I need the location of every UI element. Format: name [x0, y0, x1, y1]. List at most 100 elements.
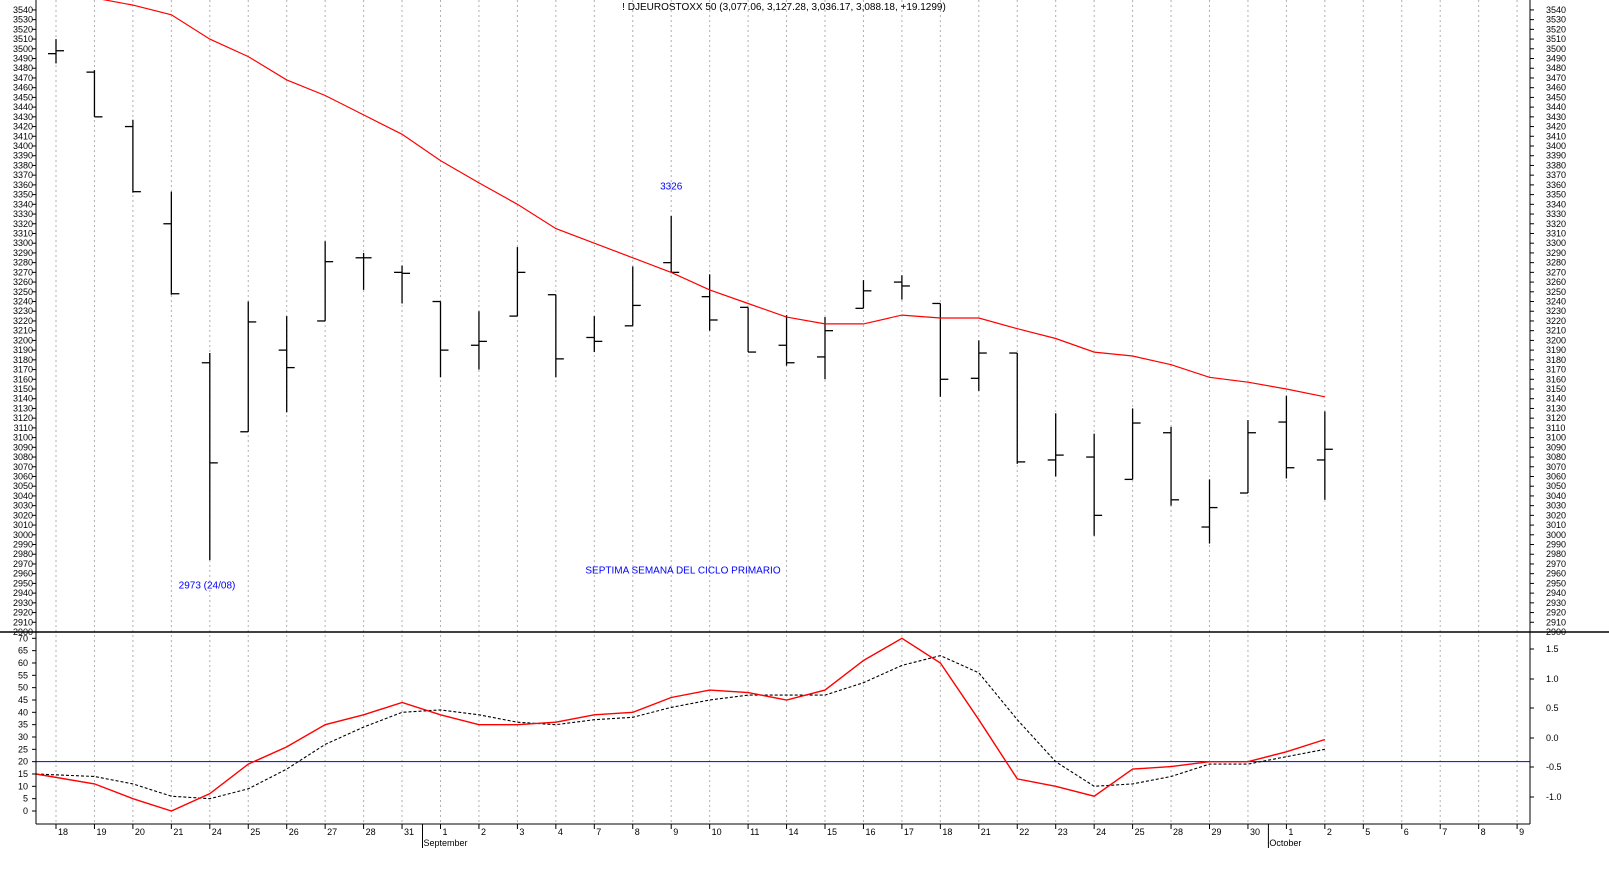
price-tick-label: 3330 [1546, 209, 1566, 219]
price-tick-label: 3490 [13, 54, 33, 64]
date-tick-label: 28 [366, 827, 376, 837]
chart-annotations: 3326 2973 (24/08) SEPTIMA SEMANA DEL CICLO… [179, 182, 781, 592]
date-tick-label: 25 [1135, 827, 1145, 837]
ohlc-bar [586, 316, 603, 353]
price-tick-label: 3010 [13, 520, 33, 530]
price-tick-label: 3360 [13, 180, 33, 190]
price-tick-label: 2960 [13, 569, 33, 579]
price-tick-label: 3210 [1546, 326, 1566, 336]
ohlc-bar [317, 241, 334, 322]
price-tick-label: 3400 [13, 141, 33, 151]
ohlc-bar [855, 280, 872, 309]
price-tick-label: 3320 [1546, 219, 1566, 229]
date-tick-label: 8 [635, 827, 640, 837]
price-tick-label: 3540 [1546, 5, 1566, 15]
price-tick-label: 3360 [1546, 180, 1566, 190]
price-tick-label: 3370 [13, 170, 33, 180]
price-tick-label: 3090 [1546, 442, 1566, 452]
date-tick-label: 9 [1519, 827, 1524, 837]
date-tick-label: 4 [558, 827, 563, 837]
price-tick-label: 2970 [1546, 559, 1566, 569]
price-tick-label: 3390 [1546, 151, 1566, 161]
price-tick-label: 2910 [13, 617, 33, 627]
price-tick-label: 3280 [1546, 258, 1566, 268]
ohlc-bar [701, 274, 718, 331]
ohlc-bar [970, 340, 987, 391]
price-tick-label: 3460 [13, 83, 33, 93]
price-tick-label: 3130 [1546, 403, 1566, 413]
price-tick-label: 3480 [13, 63, 33, 73]
oscillator-axis-left: 0 5 10 15 20 25 30 35 40 45 50 55 60 65 70 [18, 633, 36, 816]
annotation-label: SEPTIMA SEMANA DEL CICLO PRIMARIO [585, 566, 780, 577]
price-tick-label: 3340 [13, 199, 33, 209]
date-tick-label: 17 [904, 827, 914, 837]
ohlc-bar [355, 252, 372, 290]
price-tick-label: 2950 [1546, 578, 1566, 588]
price-tick-label: 2950 [13, 578, 33, 588]
date-tick-label: 29 [1212, 827, 1222, 837]
price-tick-label: 3230 [13, 306, 33, 316]
price-tick-label: 3350 [1546, 190, 1566, 200]
date-tick-label: 7 [1442, 827, 1447, 837]
price-tick-label: 3020 [13, 510, 33, 520]
oscillator-tick-label: 5 [23, 794, 28, 804]
ohlc-bar [932, 302, 949, 397]
date-tick-label: 15 [827, 827, 837, 837]
price-tick-label: 3240 [13, 297, 33, 307]
price-tick-label: 2930 [13, 598, 33, 608]
price-tick-label: 3470 [1546, 73, 1566, 83]
oscillator-tick-label: 35 [18, 720, 28, 730]
price-tick-label: 2970 [13, 559, 33, 569]
oscillator-tick-label: 25 [18, 744, 28, 754]
price-tick-label: 3480 [1546, 63, 1566, 73]
ohlc-bar [240, 301, 257, 433]
price-tick-label: 2910 [1546, 617, 1566, 627]
price-tick-label: 3060 [1546, 471, 1566, 481]
oscillator-tick-label: 30 [18, 732, 28, 742]
price-tick-label: 3170 [1546, 365, 1566, 375]
price-tick-label: 3160 [13, 374, 33, 384]
oscillator-tick-label: 1.0 [1546, 674, 1559, 684]
price-tick-label: 2920 [13, 608, 33, 618]
vertical-gridlines [55, 0, 1518, 824]
price-tick-label: 3110 [14, 423, 33, 433]
price-tick-label: 3080 [1546, 452, 1566, 462]
price-tick-label: 3150 [13, 384, 33, 394]
date-tick-label: 31 [404, 827, 414, 837]
date-tick-label: 16 [865, 827, 875, 837]
price-tick-label: 3300 [1546, 238, 1566, 248]
price-tick-label: 3030 [13, 501, 33, 511]
price-tick-label: 3420 [1546, 122, 1566, 132]
ohlc-bar [1086, 433, 1103, 536]
price-tick-label: 3100 [1546, 433, 1566, 443]
ohlc-bar [624, 266, 641, 327]
oscillator-tick-label: -0.5 [1546, 762, 1562, 772]
price-tick-label: 2940 [1546, 588, 1566, 598]
price-tick-label: 3160 [1546, 374, 1566, 384]
price-tick-label: 3430 [13, 112, 33, 122]
price-tick-label: 3060 [13, 471, 33, 481]
date-tick-label: 26 [289, 827, 299, 837]
oscillator-tick-label: 20 [18, 757, 28, 767]
date-tick-label: 8 [1481, 827, 1486, 837]
date-tick-label: 21 [173, 827, 183, 837]
price-tick-label: 3470 [13, 73, 33, 83]
date-tick-label: 2 [481, 827, 486, 837]
price-tick-label: 3040 [1546, 491, 1566, 501]
price-tick-label: 3230 [1546, 306, 1566, 316]
price-tick-label: 3050 [13, 481, 33, 491]
annotation-label: 3326 [660, 182, 683, 193]
date-tick-label: 10 [712, 827, 722, 837]
price-tick-label: 3000 [13, 530, 33, 540]
price-tick-label: 3410 [13, 131, 33, 141]
oscillator-tick-label: 15 [18, 769, 28, 779]
price-tick-label: 3240 [1546, 297, 1566, 307]
price-tick-label: 3440 [1546, 102, 1566, 112]
date-tick-label: 18 [58, 827, 68, 837]
price-tick-label: 3430 [1546, 112, 1566, 122]
oscillator-tick-label: 40 [18, 707, 28, 717]
moving-average-line [102, 0, 1326, 398]
date-tick-label: 6 [1404, 827, 1409, 837]
price-tick-label: 3260 [1546, 277, 1566, 287]
